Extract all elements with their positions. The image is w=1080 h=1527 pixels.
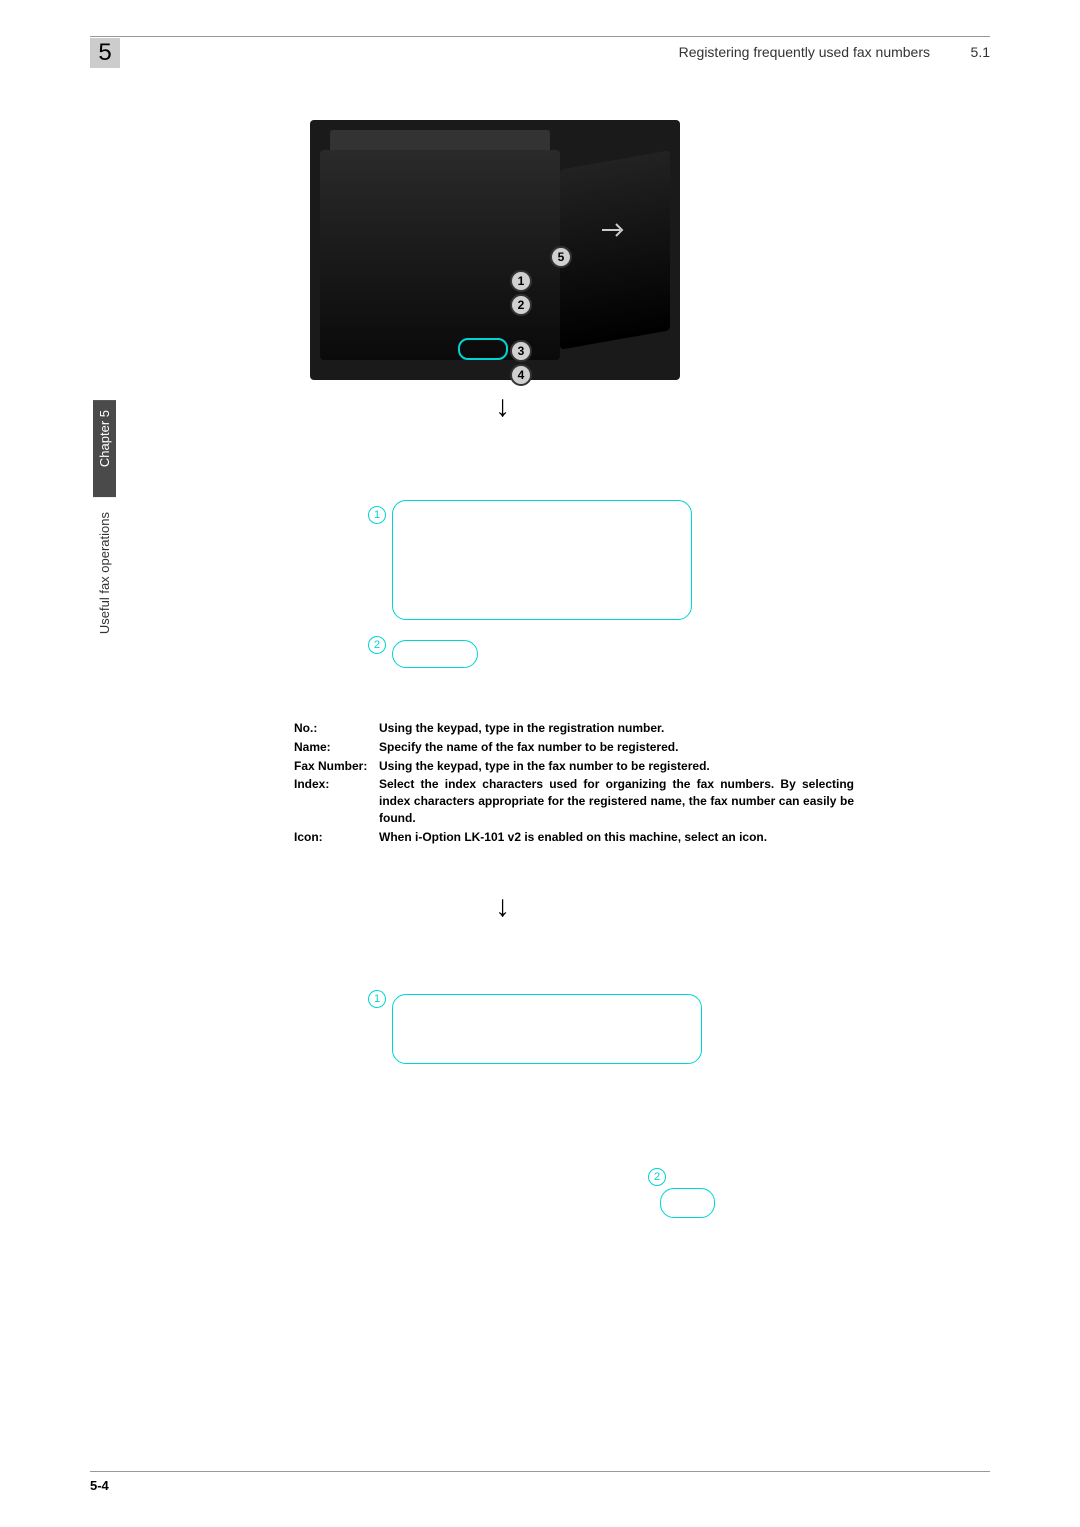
printer-arrow-icon [600, 220, 630, 240]
callout-box-2 [392, 640, 478, 668]
printer-marker-5: 5 [550, 246, 572, 268]
printer-body [320, 150, 560, 360]
desc-label: Name: [294, 739, 379, 756]
desc-row-icon: Icon: When i-Option LK-101 v2 is enabled… [294, 829, 854, 846]
callout-box-1 [392, 500, 692, 620]
callout-box-4 [660, 1188, 715, 1218]
desc-text: Specify the name of the fax number to be… [379, 739, 854, 756]
down-arrow-icon: ↓ [495, 390, 510, 424]
printer-tray-highlight [458, 338, 508, 360]
desc-text: Using the keypad, type in the fax number… [379, 758, 854, 775]
description-list: No.: Using the keypad, type in the regis… [294, 720, 854, 848]
footer-page-number: 5-4 [90, 1478, 109, 1493]
desc-row-index: Index: Select the index characters used … [294, 776, 854, 826]
header-section-number: 5.1 [971, 44, 990, 60]
printer-marker-3: 3 [510, 340, 532, 362]
desc-label: Icon: [294, 829, 379, 846]
side-tab: Chapter 5 Useful fax operations [90, 400, 118, 660]
header-divider [90, 36, 990, 37]
chapter-number: 5 [98, 39, 111, 67]
footer-divider [90, 1471, 990, 1472]
printer-illustration: 1 2 3 4 5 [310, 120, 680, 380]
printer-side-panel [560, 150, 670, 349]
down-arrow-icon: ↓ [495, 890, 510, 924]
side-chapter-label: Chapter 5 [93, 400, 116, 497]
desc-text: Select the index characters used for org… [379, 776, 854, 826]
desc-row-faxnumber: Fax Number: Using the keypad, type in th… [294, 758, 854, 775]
desc-label: Index: [294, 776, 379, 826]
side-tab-title: Useful fax operations [93, 502, 116, 644]
desc-label: No.: [294, 720, 379, 737]
printer-marker-2: 2 [510, 294, 532, 316]
callout-circle-4: 2 [648, 1168, 666, 1186]
header-title: Registering frequently used fax numbers [679, 44, 930, 60]
callout-circle-3: 1 [368, 990, 386, 1008]
printer-marker-4: 4 [510, 364, 532, 386]
callout-circle-2: 2 [368, 636, 386, 654]
printer-marker-1: 1 [510, 270, 532, 292]
desc-label: Fax Number: [294, 758, 379, 775]
callout-box-3 [392, 994, 702, 1064]
desc-text: When i-Option LK-101 v2 is enabled on th… [379, 829, 854, 846]
desc-text: Using the keypad, type in the registrati… [379, 720, 854, 737]
desc-row-no: No.: Using the keypad, type in the regis… [294, 720, 854, 737]
chapter-number-box: 5 [90, 38, 120, 68]
desc-row-name: Name: Specify the name of the fax number… [294, 739, 854, 756]
callout-circle-1: 1 [368, 506, 386, 524]
